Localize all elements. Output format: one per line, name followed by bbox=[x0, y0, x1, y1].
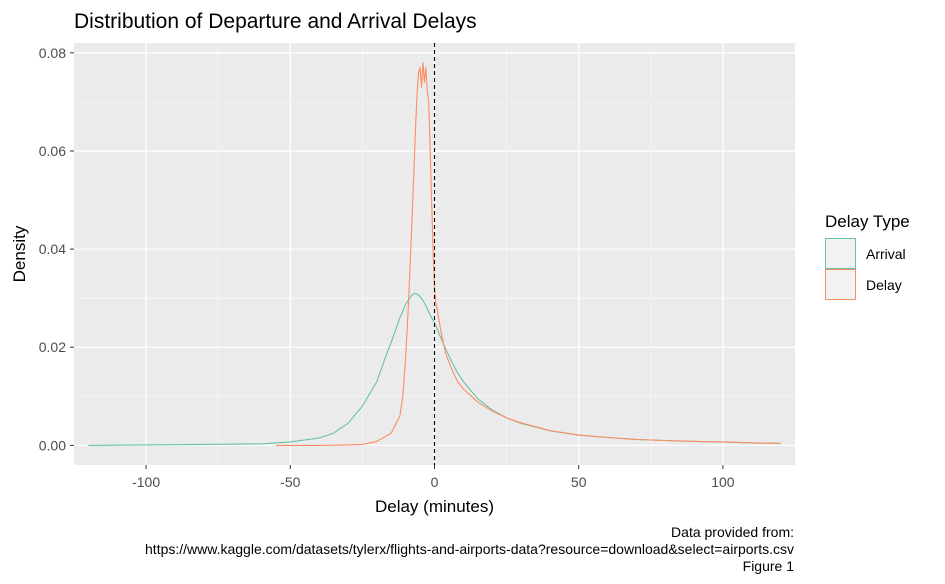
x-axis-ticks: -100 -50 0 50 100 bbox=[132, 465, 735, 490]
caption-source-label: Data provided from: bbox=[671, 524, 794, 540]
x-tick-label: -50 bbox=[280, 474, 300, 490]
series-line-delay bbox=[275, 62, 781, 446]
legend-label-delay: Delay bbox=[866, 277, 902, 293]
x-tick-label: -100 bbox=[132, 474, 160, 490]
legend-label-arrival: Arrival bbox=[866, 246, 906, 262]
series-lines bbox=[88, 62, 781, 446]
y-tick-label: 0.02 bbox=[39, 339, 66, 355]
legend: Delay Type Arrival Delay bbox=[825, 212, 910, 300]
chart-title: Distribution of Departure and Arrival De… bbox=[74, 10, 477, 33]
y-tick-label: 0.04 bbox=[39, 241, 66, 257]
legend-title: Delay Type bbox=[825, 212, 910, 231]
legend-key-delay bbox=[825, 269, 856, 300]
x-tick-label: 0 bbox=[431, 474, 439, 490]
legend-key-arrival bbox=[825, 238, 856, 269]
x-tick-label: 100 bbox=[711, 474, 735, 490]
caption: Data provided from: https://www.kaggle.c… bbox=[145, 524, 794, 574]
y-axis-ticks: 0.00 0.02 0.04 0.06 0.08 bbox=[39, 45, 74, 453]
y-tick-label: 0.08 bbox=[39, 45, 66, 61]
y-tick-label: 0.00 bbox=[39, 437, 66, 453]
caption-figure-label: Figure 1 bbox=[743, 558, 795, 574]
x-tick-label: 50 bbox=[571, 474, 587, 490]
caption-source-url: https://www.kaggle.com/datasets/tylerx/f… bbox=[145, 541, 794, 557]
x-axis-title: Delay (minutes) bbox=[375, 497, 494, 516]
y-axis-title: Density bbox=[10, 225, 29, 282]
y-tick-label: 0.06 bbox=[39, 143, 66, 159]
